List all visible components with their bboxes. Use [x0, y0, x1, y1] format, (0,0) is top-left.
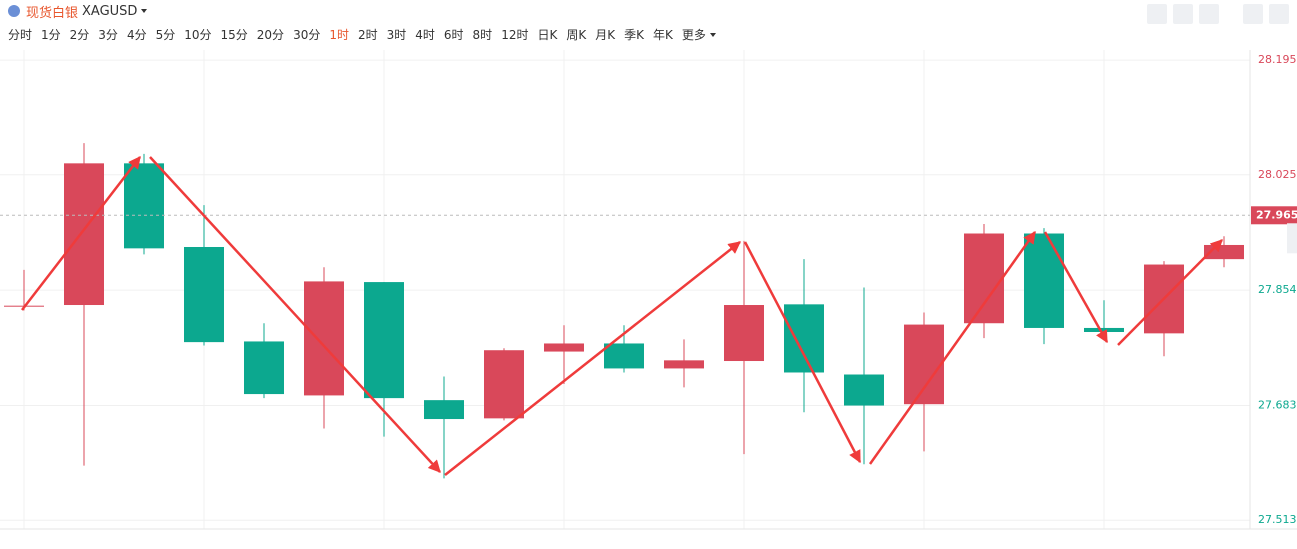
trend-arrow	[1043, 231, 1109, 344]
candle-body	[244, 341, 284, 395]
period-button[interactable]: 15分	[220, 28, 248, 42]
candle-type-button[interactable]	[1199, 4, 1219, 24]
candle-body	[124, 163, 164, 249]
trend-arrow	[21, 156, 141, 311]
trend-arrow	[1117, 239, 1223, 346]
period-button[interactable]: 年K	[652, 28, 673, 42]
period-button[interactable]: 4分	[126, 28, 147, 42]
candle-body	[964, 233, 1004, 324]
period-button[interactable]: 3时	[386, 28, 407, 42]
candle-body	[784, 304, 824, 373]
draw-tool-button[interactable]	[1173, 4, 1193, 24]
y-tick-label: 27.683	[1258, 399, 1297, 412]
candle-body	[664, 360, 704, 369]
candle-body	[364, 282, 404, 399]
candle-body	[604, 343, 644, 369]
instrument-name: 现货白银	[26, 5, 79, 21]
logo	[8, 5, 20, 17]
candle-body	[184, 246, 224, 343]
period-button[interactable]: 分时	[8, 28, 33, 42]
period-button[interactable]: 季K	[624, 28, 644, 42]
trend-arrow	[868, 230, 1037, 465]
period-button[interactable]: 3分	[98, 28, 118, 42]
period-button[interactable]: 2时	[357, 28, 378, 42]
current-price-label: 27.965	[1256, 208, 1297, 221]
candle-body	[1084, 327, 1124, 333]
side-tab[interactable]	[1287, 223, 1297, 254]
period-button[interactable]: 日K	[537, 28, 558, 42]
candle-body	[904, 324, 944, 405]
period-button[interactable]: 6时	[443, 28, 464, 42]
candle-body	[544, 343, 584, 352]
trend-arrow	[444, 241, 741, 476]
period-button[interactable]: 10分	[184, 28, 212, 42]
candle-body	[724, 305, 764, 362]
toolbar: 现货白银 XAGUSD 分时 1分 2分 3分 4分 5分 10分 15分 20分 30分 1时 2时…	[0, 0, 1297, 50]
period-bar: 分时 1分 2分 3分 4分 5分 10分 15分 20分 30分 1时 2时 3时 4时 6时 8时 12时日…	[8, 26, 716, 43]
y-tick-label: 27.513	[1258, 513, 1297, 526]
y-tick-label: 28.195	[1258, 53, 1297, 66]
trend-arrow	[149, 156, 441, 473]
candle-body	[304, 281, 344, 396]
period-button[interactable]: 2分	[69, 28, 90, 42]
period-button[interactable]: 1时	[329, 28, 349, 42]
candle-body	[484, 350, 524, 419]
period-button[interactable]: 8时	[472, 28, 493, 42]
line-tool-button[interactable]	[1147, 4, 1167, 24]
y-tick-label: 27.854	[1258, 283, 1297, 296]
period-button[interactable]: 4时	[415, 28, 435, 42]
close-button[interactable]	[1269, 4, 1289, 24]
y-tick-label: 28.025	[1258, 168, 1297, 181]
trend-arrow	[743, 241, 862, 464]
period-button[interactable]: 5分	[155, 28, 176, 42]
candle-body	[844, 374, 884, 406]
dropdown-caret	[709, 32, 716, 37]
period-button[interactable]: 月K	[595, 28, 616, 42]
dropdown-caret	[141, 9, 148, 13]
period-button[interactable]: 1分	[41, 28, 61, 42]
candle-body	[64, 163, 104, 306]
current-price-box	[1251, 206, 1297, 225]
instrument-symbol: XAGUSD	[82, 3, 138, 19]
candle-body	[424, 400, 464, 420]
expand-button[interactable]	[1243, 4, 1263, 24]
symbol-selector[interactable]: 现货白银 XAGUSD	[8, 2, 148, 21]
period-button[interactable]: 周K	[566, 28, 587, 42]
more-menu[interactable]: 更多	[682, 26, 716, 43]
period-button[interactable]: 30分	[293, 28, 321, 42]
more-button[interactable]: 更多	[681, 28, 706, 42]
tool-buttons	[1147, 4, 1289, 24]
period-button[interactable]: 20分	[256, 28, 285, 42]
candle-body	[1024, 233, 1064, 328]
period-button[interactable]: 12时	[501, 28, 529, 42]
